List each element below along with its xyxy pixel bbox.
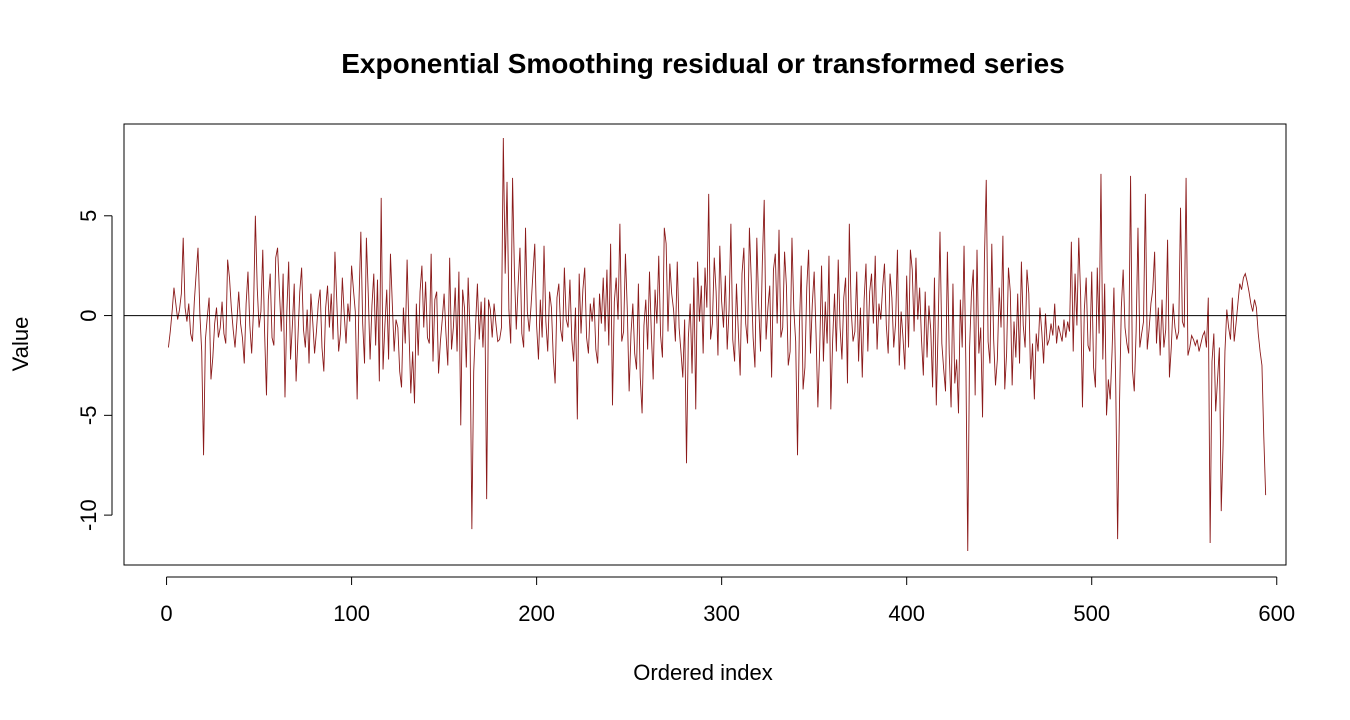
x-tick-label: 200 xyxy=(518,601,555,626)
x-axis-title: Ordered index xyxy=(633,660,772,685)
x-tick-label: 500 xyxy=(1073,601,1110,626)
y-tick-label: -5 xyxy=(76,406,101,426)
x-tick-label: 300 xyxy=(703,601,740,626)
y-axis-title: Value xyxy=(8,317,33,372)
series-line-0 xyxy=(167,137,1267,552)
x-tick-label: 400 xyxy=(888,601,925,626)
y-axis: -10 -5 0 5 xyxy=(76,210,113,531)
y-tick-label: 0 xyxy=(76,309,101,321)
y-tick-label: 5 xyxy=(76,210,101,222)
x-tick-label: 600 xyxy=(1258,601,1295,626)
y-tick-label: -10 xyxy=(76,499,101,531)
x-axis: 0 100 200 300 400 500 600 xyxy=(160,576,1295,626)
x-tick-label: 0 xyxy=(160,601,172,626)
x-tick-label: 100 xyxy=(333,601,370,626)
plot-frame xyxy=(123,123,1287,566)
series-layer xyxy=(167,137,1267,552)
chart-title: Exponential Smoothing residual or transf… xyxy=(341,48,1065,79)
